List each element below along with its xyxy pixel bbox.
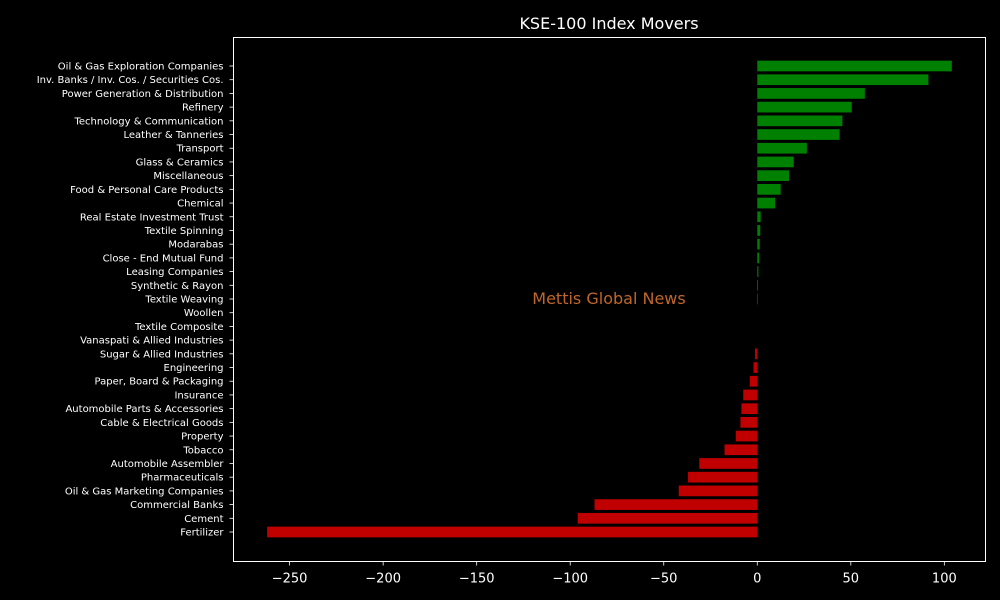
bar [757, 252, 760, 264]
watermark: Mettis Global News [532, 289, 685, 308]
category-label: Vanaspati & Allied Industries [80, 336, 223, 347]
category-label: Paper, Board & Packaging [95, 377, 224, 388]
category-label: Textile Spinning [144, 226, 224, 237]
category-label: Leather & Tanneries [123, 130, 223, 141]
bar [757, 293, 758, 305]
category-label: Chemical [177, 199, 223, 210]
bar [688, 471, 758, 483]
bar [757, 129, 840, 140]
x-tick-label: −250 [272, 572, 308, 587]
category-label: Automobile Parts & Accessories [65, 404, 223, 415]
category-label: Oil & Gas Marketing Companies [65, 486, 224, 497]
category-label: Cement [184, 514, 223, 525]
x-tick-label: −200 [365, 572, 401, 587]
bar [740, 417, 758, 428]
bar [757, 211, 761, 223]
category-label: Food & Personal Care Products [70, 185, 223, 196]
x-tick-label: −50 [650, 572, 677, 587]
category-label: Modarabas [168, 240, 223, 251]
bar [678, 485, 758, 497]
category-label: Property [181, 432, 223, 443]
x-tick-label: 0 [753, 572, 761, 587]
bar [757, 156, 794, 168]
x-axis: −250 −200 −150 −100 −50 0 50 100 [272, 561, 957, 587]
category-label: Textile Weaving [144, 295, 223, 306]
category-label: Power Generation & Distribution [62, 89, 224, 100]
category-label: Technology & Communication [74, 116, 224, 127]
bar [724, 444, 758, 456]
bar [757, 197, 776, 209]
bar [577, 512, 758, 524]
bar [594, 499, 758, 510]
category-label: Miscellaneous [153, 171, 223, 182]
category-label: Commercial Banks [130, 500, 223, 511]
category-label: Real Estate Investment Trust [80, 212, 224, 223]
category-label: Transport [176, 144, 224, 155]
bar [267, 526, 758, 538]
category-label: Woollen [184, 308, 224, 319]
category-label: Tobacco [182, 445, 223, 456]
bar [757, 170, 790, 181]
bar [757, 184, 781, 195]
bar [757, 142, 807, 154]
bars-group [267, 60, 952, 538]
chart-title: KSE-100 Index Movers [519, 14, 698, 33]
category-label: Sugar & Allied Industries [100, 349, 224, 360]
category-labels-group: Oil & Gas Exploration Companies Inv. Bank… [37, 62, 234, 539]
category-label: Close - End Mutual Fund [103, 253, 224, 264]
x-tick-label: 50 [843, 572, 860, 587]
bar [757, 101, 852, 113]
category-label: Cable & Electrical Goods [100, 418, 223, 429]
bar [753, 362, 758, 373]
plot-frame [233, 37, 986, 562]
x-tick-label: −150 [459, 572, 495, 587]
category-label: Engineering [164, 363, 224, 374]
bar [757, 266, 759, 277]
bar [741, 403, 758, 414]
bar [757, 238, 760, 250]
category-label: Textile Composite [134, 322, 223, 333]
bar [757, 115, 843, 127]
bar [743, 389, 758, 401]
category-label: Oil & Gas Exploration Companies [58, 62, 224, 73]
category-label: Fertilizer [180, 528, 224, 539]
bar [757, 279, 759, 291]
category-label: Pharmaceuticals [141, 473, 224, 484]
category-label: Glass & Ceramics [136, 157, 224, 168]
x-tick-label: 100 [932, 572, 957, 587]
category-label: Insurance [174, 390, 223, 401]
category-label: Automobile Assembler [111, 459, 225, 470]
bar [699, 458, 758, 469]
bar [749, 375, 758, 387]
bar [757, 225, 761, 236]
category-label: Leasing Companies [126, 267, 223, 278]
category-label: Synthetic & Rayon [131, 281, 224, 292]
x-tick-label: −100 [552, 572, 588, 587]
bar [757, 74, 929, 86]
bar [757, 60, 952, 72]
category-label: Inv. Banks / Inv. Cos. / Securities Cos. [37, 75, 224, 86]
bar [735, 430, 758, 442]
bar [757, 88, 865, 99]
bar [755, 348, 758, 360]
category-label: Refinery [182, 103, 224, 114]
